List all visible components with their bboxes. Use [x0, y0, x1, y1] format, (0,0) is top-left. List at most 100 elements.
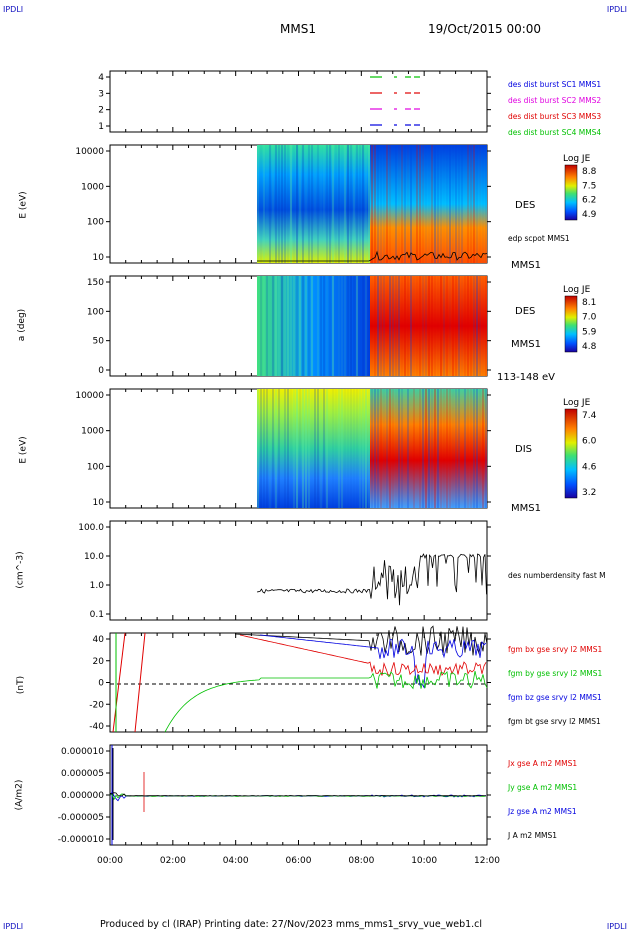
- dis-energy-streak: [395, 389, 397, 508]
- colorbar-tick-label: 3.2: [582, 488, 596, 498]
- ytick-label: 150: [87, 278, 104, 288]
- des-energy-streak: [359, 145, 361, 263]
- des-energy-streak: [278, 145, 280, 263]
- des-energy-streak: [419, 145, 421, 263]
- des-energy-streak: [401, 145, 403, 263]
- des-pitch-streak: [380, 276, 382, 376]
- des-energy-streak: [452, 145, 454, 263]
- des-energy-streak: [449, 145, 451, 263]
- dis-energy-streak: [350, 389, 352, 508]
- des-energy-streak: [443, 145, 445, 263]
- dis-energy-streak: [458, 389, 460, 508]
- dis-energy-streak: [440, 389, 442, 508]
- des-pitch-streak: [446, 276, 448, 376]
- des-pitch-streak: [434, 276, 436, 376]
- dis-energy-streak: [410, 389, 412, 508]
- dis-energy-streak: [341, 389, 343, 508]
- des-pitch-streak: [377, 276, 379, 376]
- dis-energy-streak: [260, 389, 262, 508]
- dis-energy-streak: [464, 389, 466, 508]
- xtick-label: 00:00: [97, 856, 123, 866]
- des-energy-streak: [353, 145, 355, 263]
- colorbar-title: Log JE: [563, 154, 591, 164]
- des-pitch-streak: [332, 276, 334, 376]
- colorbar-tick-label: 8.1: [582, 298, 596, 308]
- dis-energy-streak: [431, 389, 433, 508]
- ytick-label: -40: [89, 722, 104, 732]
- des-energy-streak: [266, 145, 268, 263]
- des-pitch-region-active: [370, 276, 487, 376]
- des-energy-streak: [320, 145, 322, 263]
- des-energy-streak: [395, 145, 397, 263]
- panel-side-label: MMS1: [511, 260, 541, 271]
- des-pitch-streak: [374, 276, 376, 376]
- des-energy-streak: [428, 145, 430, 263]
- des-pitch-streak: [344, 276, 346, 376]
- des-pitch-streak: [341, 276, 343, 376]
- des-energy-streak: [479, 145, 481, 263]
- ytick-label: 0.000005: [61, 769, 104, 779]
- burst-legend-label: des dist burst SC1 MMS1: [508, 80, 601, 89]
- des-energy-streak: [341, 145, 343, 263]
- des-pitch-streak: [314, 276, 316, 376]
- des-energy-streak: [344, 145, 346, 263]
- colorbar-tick-label: 7.0: [582, 313, 597, 323]
- dis-energy-streak: [401, 389, 403, 508]
- dis-energy-streak: [479, 389, 481, 508]
- des-pitch-streak: [416, 276, 418, 376]
- des-pitch-streak: [302, 276, 304, 376]
- dis-energy-streak: [437, 389, 439, 508]
- dis-energy-streak: [380, 389, 382, 508]
- footer-text: Produced by cl (IRAP) Printing date: 27/…: [100, 919, 483, 930]
- des-energy-streak: [323, 145, 325, 263]
- dis-energy-streak: [413, 389, 415, 508]
- dis-energy-streak: [392, 389, 394, 508]
- ytick-label: 100: [87, 462, 104, 472]
- des-energy-streak: [347, 145, 349, 263]
- bfield-legend-label: fgm bz gse srvy l2 MMS1: [508, 693, 602, 702]
- scpot-line: [257, 250, 488, 262]
- des-pitch-streak: [266, 276, 268, 376]
- dis-energy-streak: [449, 389, 451, 508]
- colorbar-tick-label: 5.9: [582, 327, 597, 337]
- des-energy-streak: [374, 145, 376, 263]
- des-energy-streak: [284, 145, 286, 263]
- ytick-label: -0.000005: [58, 813, 104, 823]
- des-pitch-streak: [290, 276, 292, 376]
- des-pitch-streak: [308, 276, 310, 376]
- colorbar-tick-label: 4.9: [582, 210, 597, 220]
- des-energy-streak: [440, 145, 442, 263]
- panel-side-label: DIS: [515, 444, 532, 455]
- des-energy-streak: [350, 145, 352, 263]
- colorbar-3: [564, 408, 578, 499]
- colorbar-tick-label: 4.6: [582, 462, 597, 472]
- des-energy-streak: [389, 145, 391, 263]
- des-energy-streak: [287, 145, 289, 263]
- des-energy-streak: [356, 145, 358, 263]
- des-pitch-streak: [311, 276, 313, 376]
- colorbar-1: [564, 164, 578, 221]
- des-energy-streak: [410, 145, 412, 263]
- des-energy-streak: [461, 145, 463, 263]
- ytick-label: 10: [93, 253, 105, 263]
- density-line: [256, 553, 487, 606]
- des-pitch-streak: [275, 276, 277, 376]
- ytick-label: 0: [98, 366, 104, 376]
- xtick-label: 06:00: [286, 856, 312, 866]
- xtick-label: 02:00: [160, 856, 186, 866]
- dis-energy-streak: [293, 389, 295, 508]
- des-energy-streak: [398, 145, 400, 263]
- des-pitch-streak: [413, 276, 415, 376]
- by-line: [164, 670, 488, 733]
- des-pitch-streak: [353, 276, 355, 376]
- des-energy-streak: [470, 145, 472, 263]
- des-pitch-streak: [473, 276, 475, 376]
- des-pitch-streak: [356, 276, 358, 376]
- ytick-label: -20: [89, 700, 104, 710]
- dis-energy-streak: [476, 389, 478, 508]
- des-energy-streak: [455, 145, 457, 263]
- des-pitch-streak: [401, 276, 403, 376]
- bt-line: [234, 625, 488, 656]
- des-pitch-streak: [479, 276, 481, 376]
- ytick-label: 100.0: [78, 523, 104, 533]
